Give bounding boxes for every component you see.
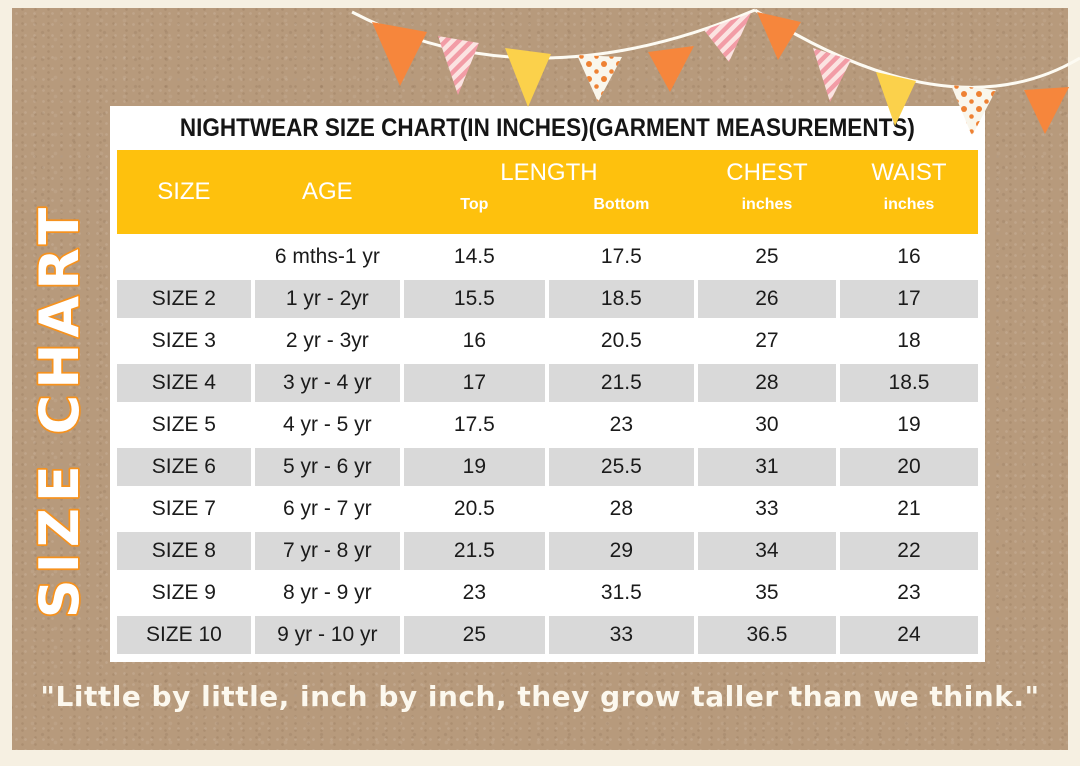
cell-length-top: 15.5 bbox=[403, 280, 545, 318]
cell-size: SIZE 5 bbox=[117, 406, 251, 444]
cell-waist: 18 bbox=[839, 322, 978, 360]
cell-length-top: 17 bbox=[403, 364, 545, 402]
cell-size: SIZE 4 bbox=[117, 364, 251, 402]
header-chest: CHEST bbox=[726, 159, 808, 186]
cell-length-top: 23 bbox=[403, 574, 545, 612]
cell-waist: 20 bbox=[839, 448, 978, 486]
cell-length-bottom: 33 bbox=[548, 616, 694, 654]
table-row-2: SIZE 2 1 yr - 2yr 15.5 18.5 26 17 bbox=[117, 280, 978, 318]
cell-chest: 31 bbox=[697, 448, 836, 486]
size-chart-vertical-label: SIZE CHART bbox=[26, 200, 93, 620]
cell-length-bottom: 28 bbox=[548, 490, 694, 528]
cell-size bbox=[117, 238, 251, 276]
cell-chest: 26 bbox=[697, 280, 836, 318]
cell-chest: 30 bbox=[697, 406, 836, 444]
table-body: 6 mths-1 yr 14.5 17.5 25 16 SIZE 2 1 yr … bbox=[117, 234, 978, 654]
cell-size: SIZE 7 bbox=[117, 490, 251, 528]
table-row-8: SIZE 8 7 yr - 8 yr 21.5 29 34 22 bbox=[117, 532, 978, 570]
cell-waist: 17 bbox=[839, 280, 978, 318]
cell-waist: 24 bbox=[839, 616, 978, 654]
cell-size: SIZE 6 bbox=[117, 448, 251, 486]
header-length: LENGTH bbox=[500, 159, 598, 186]
header-waist-unit: inches bbox=[883, 196, 935, 213]
cell-length-bottom: 31.5 bbox=[548, 574, 694, 612]
cell-length-top: 20.5 bbox=[403, 490, 545, 528]
quote-text: "Little by little, inch by inch, they gr… bbox=[40, 680, 1040, 713]
header-size: SIZE bbox=[157, 178, 211, 205]
cell-waist: 16 bbox=[839, 238, 978, 276]
table-row-6: SIZE 6 5 yr - 6 yr 19 25.5 31 20 bbox=[117, 448, 978, 486]
table-row-9: SIZE 9 8 yr - 9 yr 23 31.5 35 23 bbox=[117, 574, 978, 612]
size-chart-vertical-text: SIZE CHART bbox=[28, 202, 91, 618]
header-waist: WAIST bbox=[871, 159, 947, 186]
table-header: SIZE AGE LENGTH CHEST WAIST Top Bottom i… bbox=[117, 150, 978, 234]
table-row-7: SIZE 7 6 yr - 7 yr 20.5 28 33 21 bbox=[117, 490, 978, 528]
table-row-4: SIZE 4 3 yr - 4 yr 17 21.5 28 18.5 bbox=[117, 364, 978, 402]
cell-waist: 21 bbox=[839, 490, 978, 528]
cell-age: 5 yr - 6 yr bbox=[254, 448, 400, 486]
cell-chest: 36.5 bbox=[697, 616, 836, 654]
table-row-1: 6 mths-1 yr 14.5 17.5 25 16 bbox=[117, 238, 978, 276]
table-row-10: SIZE 10 9 yr - 10 yr 25 33 36.5 24 bbox=[117, 616, 978, 654]
cell-size: SIZE 9 bbox=[117, 574, 251, 612]
cell-length-top: 21.5 bbox=[403, 532, 545, 570]
cell-chest: 27 bbox=[697, 322, 836, 360]
header-chest-unit: inches bbox=[741, 196, 793, 213]
cell-age: 9 yr - 10 yr bbox=[254, 616, 400, 654]
cell-chest: 35 bbox=[697, 574, 836, 612]
side-label-container: SIZE CHART bbox=[8, 160, 112, 660]
cell-size: SIZE 10 bbox=[117, 616, 251, 654]
cell-length-bottom: 21.5 bbox=[548, 364, 694, 402]
header-length-bottom: Bottom bbox=[593, 196, 650, 213]
cell-waist: 18.5 bbox=[839, 364, 978, 402]
cell-length-bottom: 18.5 bbox=[548, 280, 694, 318]
cell-age: 7 yr - 8 yr bbox=[254, 532, 400, 570]
cell-length-bottom: 25.5 bbox=[548, 448, 694, 486]
cell-size: SIZE 3 bbox=[117, 322, 251, 360]
cell-age: 6 yr - 7 yr bbox=[254, 490, 400, 528]
cell-chest: 33 bbox=[697, 490, 836, 528]
cell-age: 8 yr - 9 yr bbox=[254, 574, 400, 612]
table-row-3: SIZE 3 2 yr - 3yr 16 20.5 27 18 bbox=[117, 322, 978, 360]
chart-title-text: NIGHTWEAR SIZE CHART(IN INCHES)(GARMENT … bbox=[180, 113, 915, 142]
header-length-top: Top bbox=[460, 196, 489, 213]
cell-length-bottom: 20.5 bbox=[548, 322, 694, 360]
table-row-5: SIZE 5 4 yr - 5 yr 17.5 23 30 19 bbox=[117, 406, 978, 444]
cell-length-top: 17.5 bbox=[403, 406, 545, 444]
header-age: AGE bbox=[301, 178, 353, 205]
cell-size: SIZE 8 bbox=[117, 532, 251, 570]
cell-length-bottom: 29 bbox=[548, 532, 694, 570]
cell-age: 1 yr - 2yr bbox=[254, 280, 400, 318]
size-chart-panel: NIGHTWEAR SIZE CHART(IN INCHES)(GARMENT … bbox=[110, 106, 985, 662]
cell-length-bottom: 17.5 bbox=[548, 238, 694, 276]
cell-size: SIZE 2 bbox=[117, 280, 251, 318]
cell-chest: 34 bbox=[697, 532, 836, 570]
cell-age: 4 yr - 5 yr bbox=[254, 406, 400, 444]
cell-length-top: 25 bbox=[403, 616, 545, 654]
cell-waist: 19 bbox=[839, 406, 978, 444]
cell-age: 6 mths-1 yr bbox=[254, 238, 400, 276]
cell-waist: 22 bbox=[839, 532, 978, 570]
cell-length-bottom: 23 bbox=[548, 406, 694, 444]
cell-waist: 23 bbox=[839, 574, 978, 612]
cell-length-top: 19 bbox=[403, 448, 545, 486]
cell-length-top: 16 bbox=[403, 322, 545, 360]
cell-age: 3 yr - 4 yr bbox=[254, 364, 400, 402]
cell-age: 2 yr - 3yr bbox=[254, 322, 400, 360]
chart-title: NIGHTWEAR SIZE CHART(IN INCHES)(GARMENT … bbox=[110, 106, 985, 150]
cell-chest: 28 bbox=[697, 364, 836, 402]
cell-chest: 25 bbox=[697, 238, 836, 276]
cell-length-top: 14.5 bbox=[403, 238, 545, 276]
